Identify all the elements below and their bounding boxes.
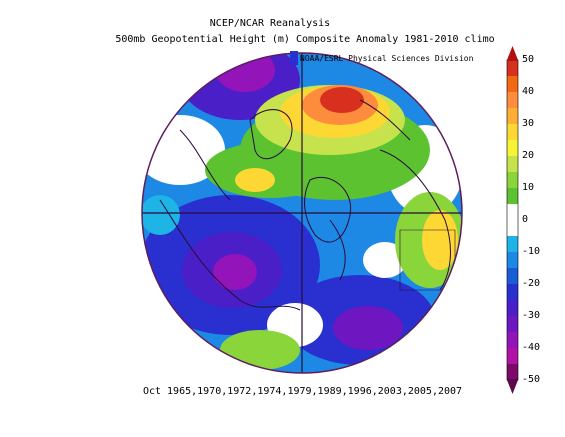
colorbar-tick-label: -50 [522, 374, 541, 385]
colorbar-swatch [507, 172, 518, 189]
map-title: NCEP/NCAR Reanalysis [209, 18, 331, 29]
colorbar-swatch [507, 284, 518, 301]
colorbar-swatch [507, 252, 518, 269]
colorbar-swatch [507, 364, 518, 381]
colorbar-swatch [507, 140, 518, 157]
colorbar-swatch [507, 92, 518, 109]
colorbar-swatch [507, 332, 518, 349]
colorbar-tick-label: 20 [522, 150, 535, 161]
colorbar [506, 46, 519, 394]
colorbar-swatch [507, 108, 518, 125]
colorbar-swatch [507, 268, 518, 285]
colorbar-tick-label: 50 [522, 54, 535, 65]
colorbar-swatch [507, 76, 518, 93]
colorbar-tick-label: -10 [522, 246, 541, 257]
colorbar-tick-label: 40 [522, 86, 535, 97]
colorbar-tick-label: -40 [522, 342, 541, 353]
map-boundary [141, 52, 463, 374]
colorbar-swatch [507, 124, 518, 141]
anomaly-field [142, 53, 462, 373]
colorbar-tick-label: -30 [522, 310, 541, 321]
colorbar-swatch [507, 236, 518, 253]
colorbar-swatch [507, 188, 518, 205]
colorbar-min-arrow [507, 380, 518, 394]
map-subtitle: 500mb Geopotential Height (m) Composite … [115, 34, 495, 45]
colorbar-swatch [507, 220, 518, 237]
credit-swatch [290, 51, 298, 65]
colorbar-swatch [507, 300, 518, 317]
colorbar-tick-label: 0 [522, 214, 529, 225]
colorbar-tick-label: -20 [522, 278, 541, 289]
colorbar-swatch [507, 60, 518, 77]
colorbar-max-arrow [507, 46, 518, 60]
colorbar-swatch [507, 156, 518, 173]
colorbar-tick-label: 10 [522, 182, 535, 193]
colorbar-tick-label: 30 [522, 118, 535, 129]
colorbar-swatch [507, 204, 518, 221]
credit-text: NOAA/ESRL Physical Sciences Division [300, 54, 474, 63]
colorbar-swatch [507, 348, 518, 365]
date-list: Oct 1965,1970,1972,1974,1979,1989,1996,2… [142, 386, 463, 397]
colorbar-swatch [507, 316, 518, 333]
